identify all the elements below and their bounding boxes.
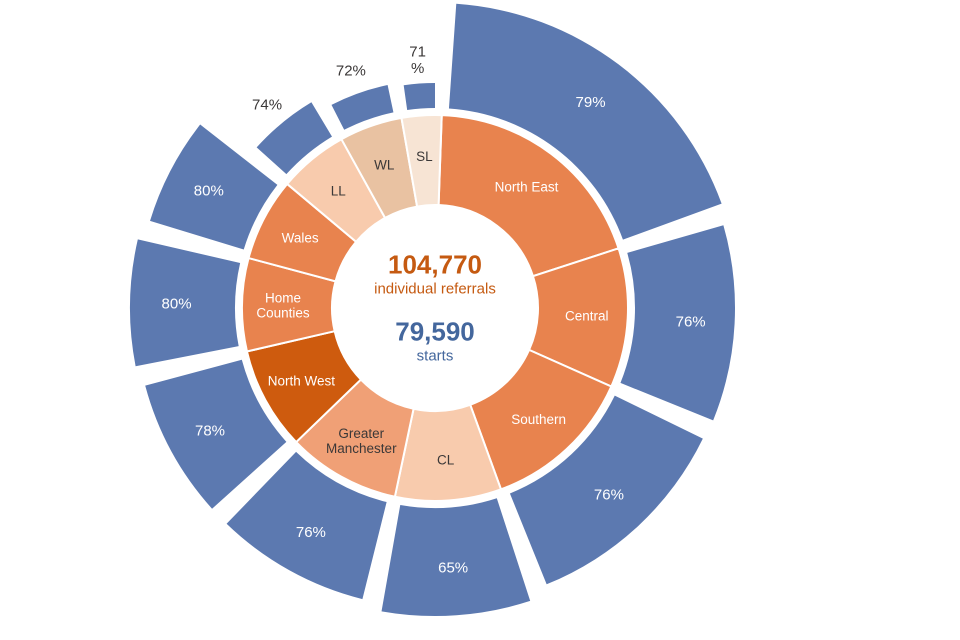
chart-center-summary: 104,770 individual referrals 79,590 star… (335, 249, 535, 365)
center-circle (333, 206, 537, 410)
outer-segment-wl (331, 84, 394, 130)
pct-label-cl: 65% (438, 560, 468, 577)
pct-label-wales: 80% (194, 183, 224, 200)
region-label-southern: Southern (511, 412, 566, 427)
pct-label-southern: 76% (594, 487, 624, 504)
pct-label-home-counties: 80% (162, 296, 192, 313)
region-label-north-east: North East (495, 179, 559, 194)
outer-segment-north-east (448, 3, 722, 240)
pct-label-central: 76% (676, 314, 706, 331)
outer-segment-home-counties (129, 239, 241, 367)
center-spacer (335, 299, 535, 317)
outer-segment-cl (381, 498, 531, 617)
outer-segment-ll (256, 102, 332, 175)
pct-label-north-west: 78% (195, 422, 225, 439)
region-label-central: Central (565, 309, 609, 324)
pct-label-north-east: 79% (576, 94, 606, 111)
pct-label-sl: 71% (409, 44, 426, 78)
pct-label-ll: 74% (252, 97, 282, 114)
starts-label: starts (416, 346, 454, 364)
region-label-sl: SL (416, 149, 433, 164)
pct-label-greater-manchester: 76% (296, 524, 326, 541)
referrals-value: 104,770 (388, 249, 482, 280)
outer-segment-north-west (145, 359, 287, 509)
region-label-greater-manchester: Greater Manchester (326, 426, 397, 456)
region-label-ll: LL (331, 183, 347, 198)
inner-segment-sl (400, 114, 443, 208)
outer-segment-greater-manchester (226, 451, 387, 600)
referrals-label: individual referrals (374, 280, 496, 298)
pct-label-wl: 72% (336, 63, 366, 80)
outer-segment-wales (150, 124, 278, 250)
region-label-home-counties: Home Counties (256, 291, 310, 321)
region-label-cl: CL (437, 452, 455, 467)
outer-segment-southern (509, 395, 703, 585)
outer-segment-central (620, 225, 736, 421)
region-label-wl: WL (374, 157, 395, 172)
region-label-north-west: North West (268, 373, 336, 388)
inner-segment-north-east (437, 114, 620, 278)
starts-value: 79,590 (395, 316, 475, 346)
outer-segment-sl (403, 83, 435, 110)
region-label-wales: Wales (282, 231, 319, 246)
